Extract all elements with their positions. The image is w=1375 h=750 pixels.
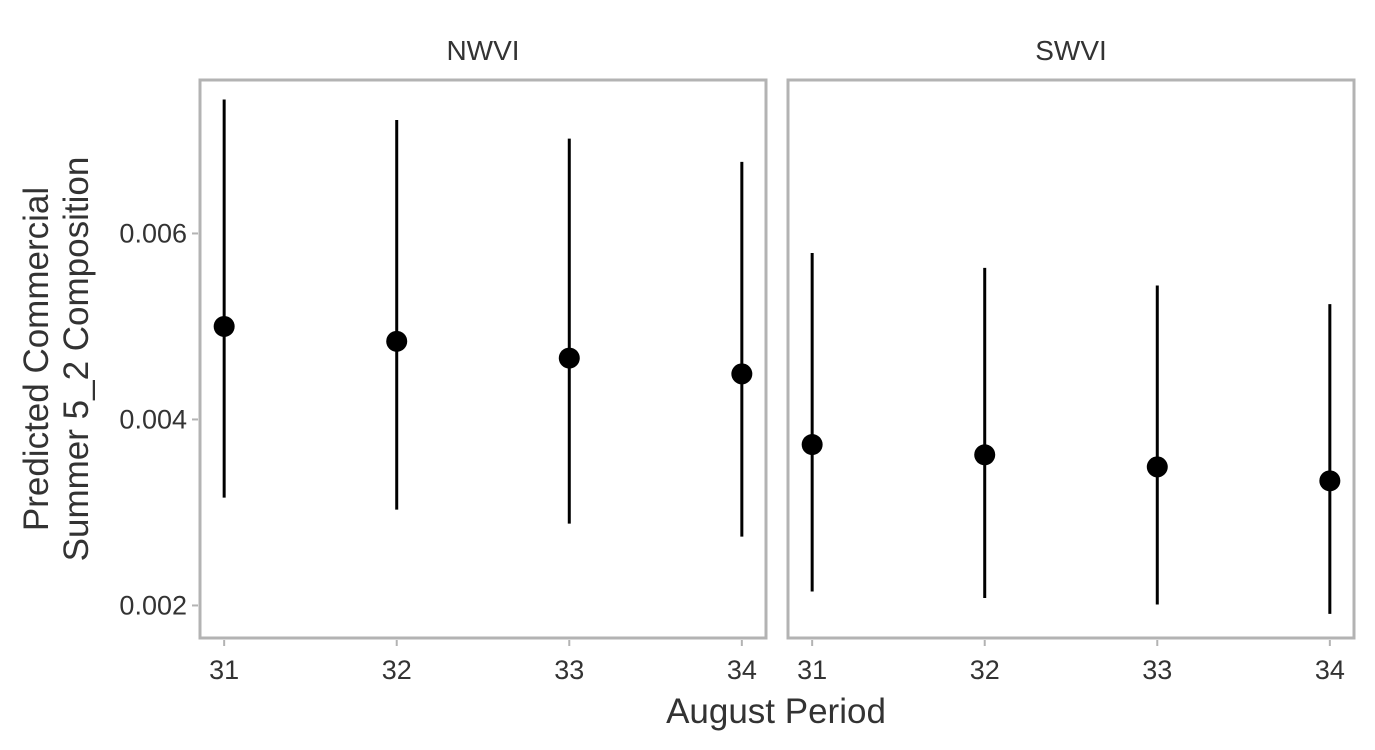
y-tick-label-0.004: 0.004 xyxy=(119,404,187,434)
x-tick-label-swvi-34: 34 xyxy=(1315,655,1345,685)
point-swvi-31 xyxy=(801,434,823,456)
y-tick-label-0.006: 0.006 xyxy=(119,218,187,248)
y-tick-label-0.002: 0.002 xyxy=(119,590,187,620)
point-swvi-32 xyxy=(974,444,996,466)
panel-swvi xyxy=(786,78,1356,640)
x-tick-label-swvi-32: 32 xyxy=(970,655,1000,685)
point-nwvi-32 xyxy=(386,330,408,352)
point-nwvi-31 xyxy=(213,315,235,337)
x-axis-title: August Period xyxy=(666,692,886,731)
x-tick-label-swvi-31: 31 xyxy=(797,655,827,685)
x-tick-label-swvi-33: 33 xyxy=(1142,655,1172,685)
panel-nwvi xyxy=(198,78,768,640)
facet-title-nwvi: NWVI xyxy=(446,35,519,66)
y-axis-title-line-2: Summer 5_2 Composition xyxy=(57,157,96,562)
y-axis-title-line-1: Predicted Commercial xyxy=(17,187,56,531)
x-tick-label-nwvi-32: 32 xyxy=(382,655,412,685)
point-swvi-34 xyxy=(1319,470,1341,492)
x-tick-label-nwvi-33: 33 xyxy=(554,655,584,685)
facet-title-swvi: SWVI xyxy=(1035,35,1107,66)
x-tick-label-nwvi-34: 34 xyxy=(727,655,757,685)
point-nwvi-33 xyxy=(558,347,580,369)
point-swvi-33 xyxy=(1146,456,1168,478)
point-nwvi-34 xyxy=(731,363,753,385)
x-tick-label-nwvi-31: 31 xyxy=(209,655,239,685)
